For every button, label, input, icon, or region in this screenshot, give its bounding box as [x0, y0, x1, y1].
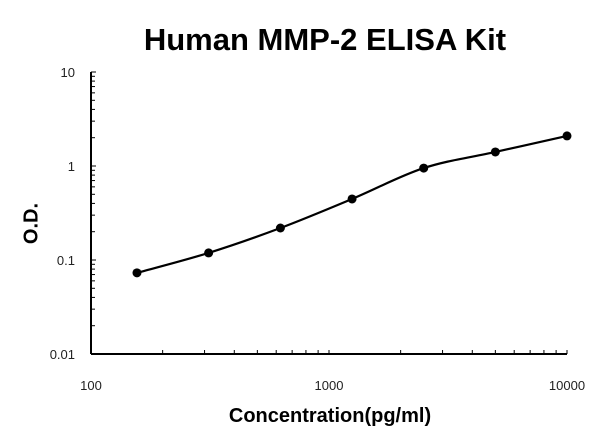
data-point: [132, 268, 142, 278]
data-point: [347, 194, 357, 204]
x-tick-label: 100: [80, 378, 102, 393]
y-tick-label: 0.01: [50, 347, 75, 362]
y-tick-label: 0.1: [57, 253, 75, 268]
x-tick-label: 1000: [315, 378, 344, 393]
data-point: [490, 147, 500, 157]
data-point: [204, 248, 214, 258]
x-tick-label: 10000: [549, 378, 585, 393]
y-tick-label: 1: [68, 159, 75, 174]
chart-title: Human MMP-2 ELISA Kit: [143, 22, 507, 57]
data-point: [275, 223, 285, 233]
data-point: [562, 131, 572, 141]
y-tick-label: 10: [61, 65, 75, 80]
fit-curve: [136, 134, 568, 274]
data-point: [419, 163, 429, 173]
x-axis-label: Concentration(pg/ml): [228, 405, 432, 427]
